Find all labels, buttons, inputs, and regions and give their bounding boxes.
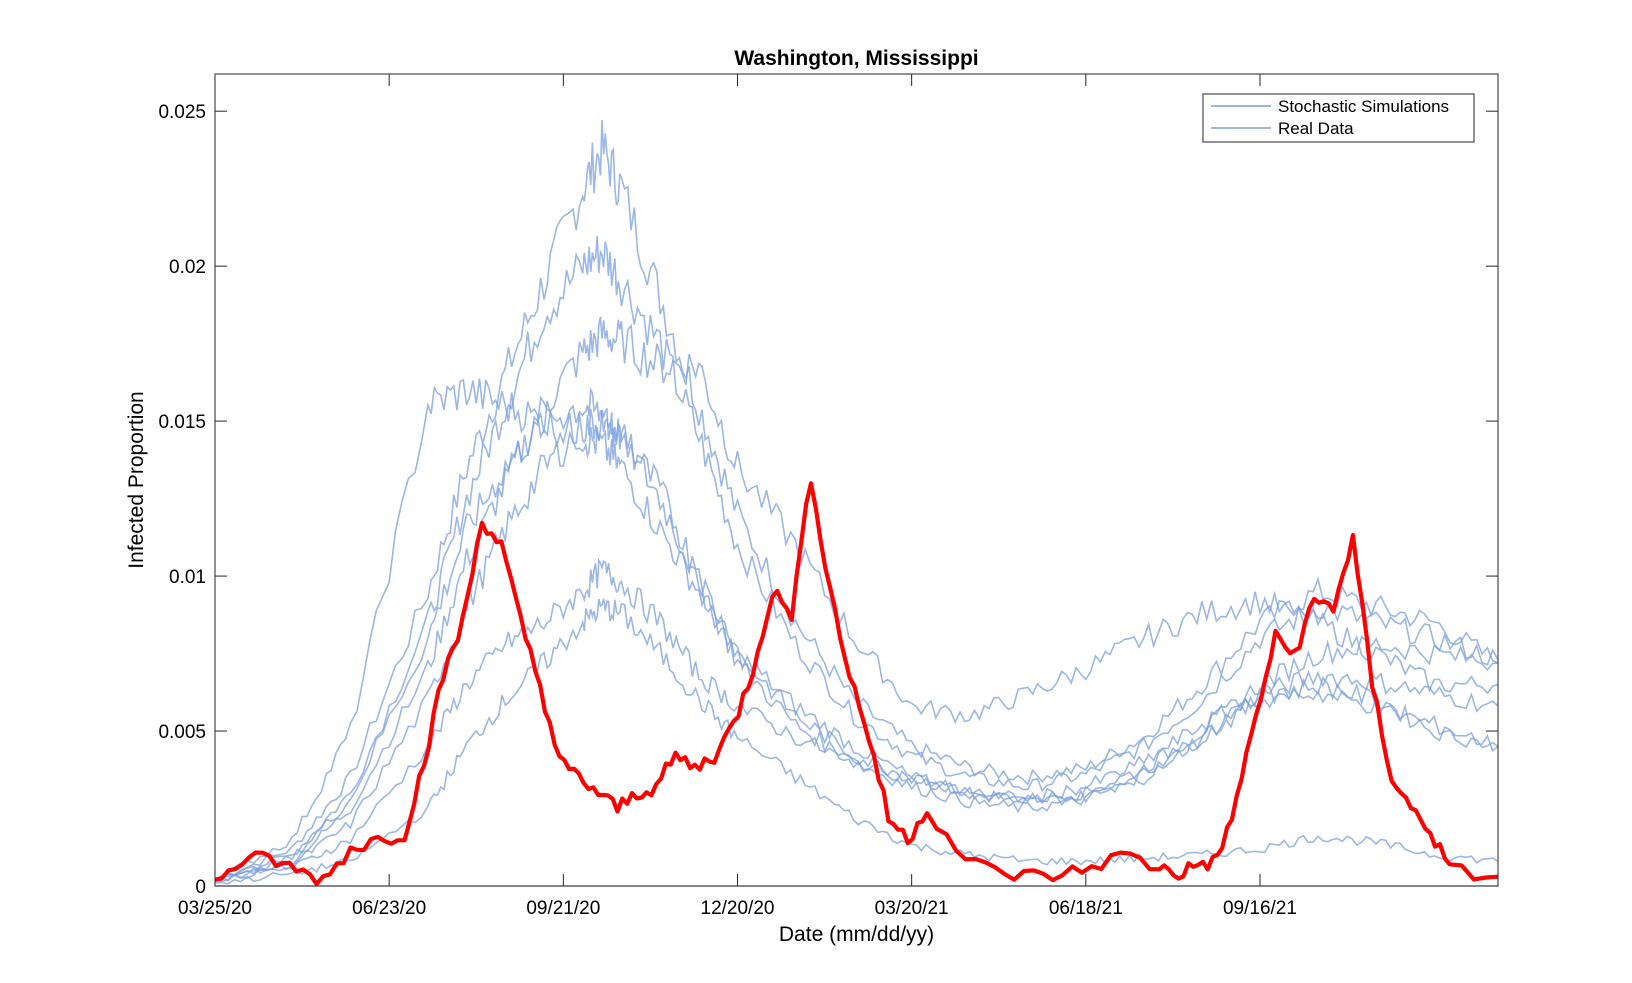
y-axis-label: Infected Proportion <box>125 391 148 568</box>
simulation-line-7 <box>214 557 1499 882</box>
ticks-layer: 0 0.005 0.01 0.015 0.02 0.025 03/25/20 06/23/20… <box>158 74 1498 919</box>
y-tick-label: 0 <box>195 877 206 898</box>
plot-area-frame <box>214 73 1499 887</box>
x-tick-label: 03/25/20 <box>178 898 252 919</box>
y-tick-label: 0.005 <box>158 722 206 743</box>
x-tick-label: 09/21/20 <box>526 898 600 919</box>
x-tick-label: 12/20/20 <box>701 898 775 919</box>
x-tick-label: 09/16/21 <box>1223 898 1297 919</box>
real-data-line <box>214 481 1499 887</box>
legend: Stochastic Simulations Real Data <box>1202 93 1475 143</box>
x-tick-label: 03/20/21 <box>875 898 949 919</box>
y-tick-label: 0.025 <box>158 102 206 123</box>
legend-box <box>1202 93 1475 143</box>
y-tick-label: 0.02 <box>169 257 206 278</box>
simulation-line-1 <box>214 119 1499 881</box>
simulation-line-5 <box>214 387 1499 883</box>
chart-title: Washington, Mississippi <box>734 47 978 70</box>
x-tick-label: 06/23/20 <box>352 898 426 919</box>
x-tick-label: 06/18/21 <box>1049 898 1123 919</box>
series-layer <box>214 119 1499 887</box>
y-tick-label: 0.015 <box>158 412 206 433</box>
simulation-line-4 <box>214 378 1499 881</box>
legend-label-simulations: Stochastic Simulations <box>1278 97 1449 116</box>
x-axis-label: Date (mm/dd/yy) <box>779 923 934 946</box>
y-tick-label: 0.01 <box>169 567 206 588</box>
simulation-line-2 <box>214 235 1499 882</box>
simulation-line-8 <box>214 598 1499 885</box>
legend-label-real-data: Real Data <box>1278 119 1354 138</box>
simulation-line-6 <box>214 407 1499 881</box>
